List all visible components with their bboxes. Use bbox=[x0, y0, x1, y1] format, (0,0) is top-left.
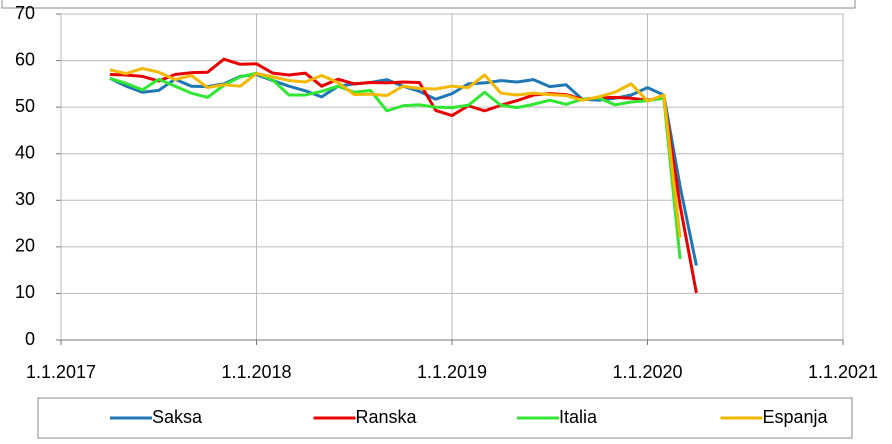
x-tick-label: 1.1.2020 bbox=[612, 362, 682, 382]
legend-label: Saksa bbox=[152, 407, 203, 427]
y-tick-label: 30 bbox=[15, 189, 35, 209]
legend-label: Espanja bbox=[763, 407, 829, 427]
series-line bbox=[109, 66, 682, 238]
y-tick-label: 20 bbox=[15, 236, 35, 256]
x-tick-label: 1.1.2021 bbox=[808, 362, 878, 382]
y-tick-label: 70 bbox=[15, 3, 35, 23]
y-tick-label: 40 bbox=[15, 142, 35, 162]
x-tick-label: 1.1.2019 bbox=[417, 362, 487, 382]
legend-frame bbox=[37, 397, 853, 439]
y-tick-label: 0 bbox=[25, 329, 35, 349]
legend-label: Ranska bbox=[356, 407, 418, 427]
legend-label: Italia bbox=[559, 407, 598, 427]
y-tick-label: 50 bbox=[15, 96, 35, 116]
x-tick-label: 1.1.2017 bbox=[26, 362, 96, 382]
y-tick-label: 60 bbox=[15, 49, 35, 69]
title-frame bbox=[1, 0, 856, 9]
x-tick-label: 1.1.2018 bbox=[221, 362, 291, 382]
y-tick-label: 10 bbox=[15, 282, 35, 302]
